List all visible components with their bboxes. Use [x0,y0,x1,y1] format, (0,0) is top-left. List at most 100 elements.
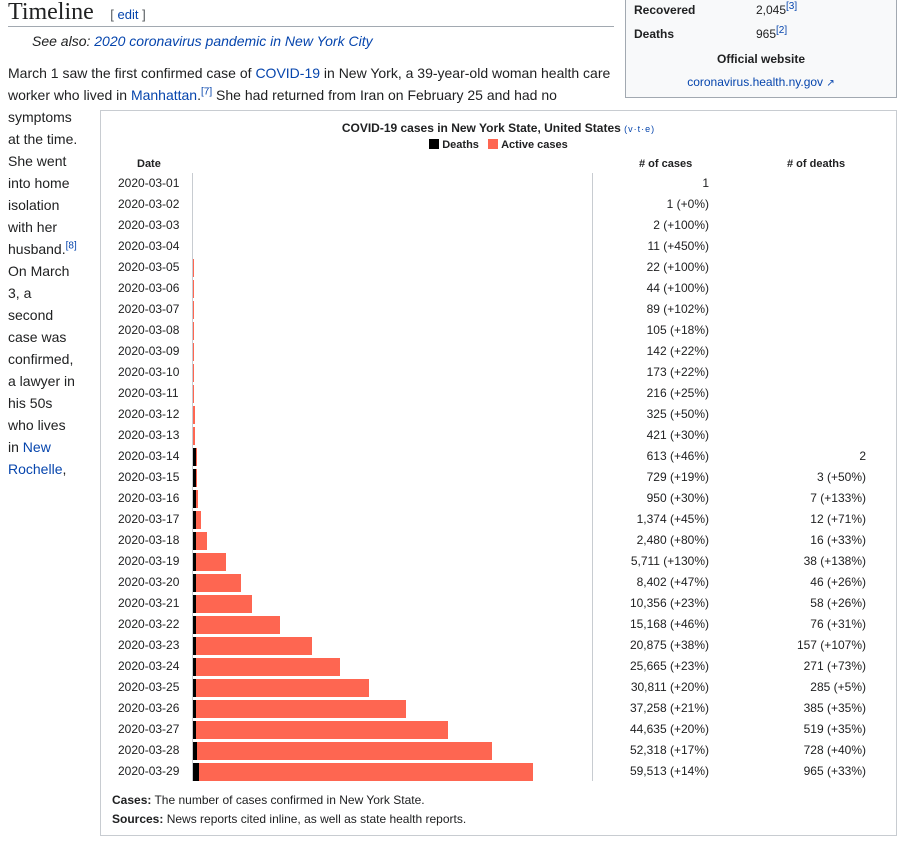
row-date: 2020-03-10 [118,365,180,379]
edit-link[interactable]: edit [117,7,139,22]
row-date: 2020-03-27 [118,722,180,736]
active-cases-bar [195,469,198,487]
para-line: a lawyer in [8,373,75,389]
row-cases: 11 (+450%) [647,239,709,253]
chart-row: 2020-03-09 142 (+22%) [101,341,896,362]
deaths-bar [193,700,196,718]
row-cases: 8,402 (+47%) [636,575,709,589]
chart-row: 2020-03-04 11 (+450%) [101,236,896,257]
chart-row: 2020-03-12 325 (+50%) [101,404,896,425]
row-date: 2020-03-13 [118,428,180,442]
note-cases: Cases: The number of cases confirmed in … [112,791,466,810]
row-cases: 1,374 (+45%) [636,512,709,526]
row-date: 2020-03-18 [118,533,180,547]
row-date: 2020-03-05 [118,260,180,274]
new-rochelle-link-2[interactable]: Rochelle [8,461,63,477]
row-deaths: 965 (+33%) [803,764,866,778]
row-date: 2020-03-09 [118,344,180,358]
website-link-cell: coronavirus.health.ny.gov ↗ [626,75,896,89]
chart-row: 2020-03-13 421 (+30%) [101,425,896,446]
legend-active: Active cases [501,139,568,151]
active-cases-bar [195,553,226,571]
citation-7[interactable]: [7] [201,86,213,98]
chart-row: 2020-03-29 59,513 (+14%) 965 (+33%) [101,761,896,782]
bar-area-right-line [592,173,593,781]
row-deaths: 16 (+33%) [810,533,866,547]
citation-3[interactable]: [3] [786,1,798,12]
deaths-bar [193,637,196,655]
row-deaths: 7 (+133%) [810,491,866,505]
row-date: 2020-03-15 [118,470,180,484]
deaths-bar [193,511,196,529]
new-rochelle-link-1[interactable]: New [22,439,51,455]
official-website-link[interactable]: coronavirus.health.ny.gov [687,75,824,89]
para-line: with her [8,219,58,235]
covid19-link[interactable]: COVID-19 [255,65,321,81]
para-line: 3, a [8,285,32,301]
para-text: in New York, a 39-year-old woman health … [8,65,611,103]
row-date: 2020-03-07 [118,302,180,316]
active-cases-bar [193,301,194,319]
chart-row: 2020-03-05 22 (+100%) [101,257,896,278]
para-line: symptoms [8,109,72,125]
deaths-value: 965 [756,27,777,41]
row-deaths: 3 (+50%) [816,470,866,484]
row-cases: 216 (+25%) [646,386,709,400]
row-date: 2020-03-29 [118,764,180,778]
note-text: The number of cases confirmed in New Yor… [151,793,425,807]
para-line: in [8,439,23,455]
chart-row: 2020-03-01 1 [101,173,896,194]
active-cases-bar [195,658,340,676]
chart-row: 2020-03-16 950 (+30%) 7 (+133%) [101,488,896,509]
deaths-bar [193,616,196,634]
deaths-bar [193,595,196,613]
citation-8[interactable]: [8] [65,240,77,252]
para-line: confirmed, [8,351,74,367]
row-cases: 89 (+102%) [646,302,709,316]
chart-notes: Cases: The number of cases confirmed in … [112,791,466,829]
row-date: 2020-03-02 [118,197,180,211]
deaths-bar [193,490,196,508]
chart-vte-links[interactable]: (v·t·e) [624,124,656,134]
para-line: his 50s [8,395,53,411]
deaths-bar [193,721,196,739]
active-cases-bar [193,427,196,445]
active-cases-bar [195,637,313,655]
chart-row: 2020-03-22 15,168 (+46%) 76 (+31%) [101,614,896,635]
active-cases-bar [195,721,448,739]
row-date: 2020-03-03 [118,218,180,232]
row-cases: 37,258 (+21%) [629,701,709,715]
active-cases-bar [195,616,280,634]
note-label: Sources: [112,812,164,826]
row-cases: 20,875 (+38%) [629,638,709,652]
deaths-bar [193,658,196,676]
row-cases: 173 (+22%) [646,365,709,379]
citation-2[interactable]: [2] [776,25,788,36]
row-date: 2020-03-16 [118,491,180,505]
chart-row: 2020-03-18 2,480 (+80%) 16 (+33%) [101,530,896,551]
chart-row: 2020-03-11 216 (+25%) [101,383,896,404]
active-cases-bar [195,448,197,466]
chart-row: 2020-03-27 44,635 (+20%) 519 (+35%) [101,719,896,740]
deaths-bar [193,574,196,592]
row-date: 2020-03-08 [118,323,180,337]
note-label: Cases: [112,793,152,807]
para-line: isolation [8,197,60,213]
manhattan-link[interactable]: Manhattan [130,87,198,103]
para-line: at the time. [8,131,78,147]
deaths-bar [193,679,196,697]
row-date: 2020-03-20 [118,575,180,589]
row-cases: 1 [702,176,709,190]
row-date: 2020-03-11 [118,386,179,400]
deaths-value-cell: 965[2] [756,25,788,42]
row-cases: 52,318 (+17%) [629,743,709,757]
chart-row: 2020-03-24 25,665 (+23%) 271 (+73%) [101,656,896,677]
section-title: Timeline [8,0,94,25]
chart-row: 2020-03-03 2 (+100%) [101,215,896,236]
see-also-link[interactable]: 2020 coronavirus pandemic in New York Ci… [94,33,373,49]
active-cases-bar [195,532,208,550]
row-deaths: 271 (+73%) [803,659,866,673]
row-date: 2020-03-12 [118,407,180,421]
chart-row: 2020-03-26 37,258 (+21%) 385 (+35%) [101,698,896,719]
external-link-icon: ↗ [826,78,835,89]
